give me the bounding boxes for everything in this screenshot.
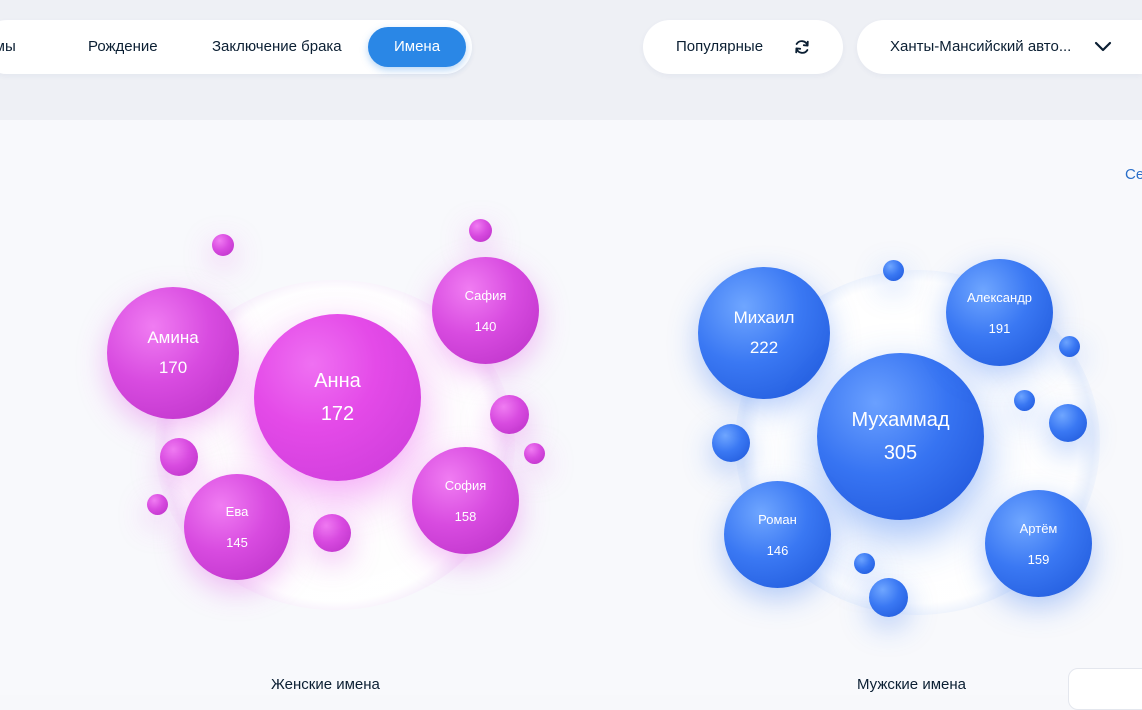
bubble-name: Мухаммад: [851, 408, 950, 431]
see-all-link[interactable]: Се: [1125, 166, 1142, 183]
bubble-count: 191: [988, 320, 1011, 336]
male-names-caption: Мужские имена: [857, 676, 966, 693]
bubble-name: Александр: [966, 289, 1033, 305]
bubble-count: 146: [766, 542, 789, 558]
decor-dot: [712, 424, 750, 462]
bubble-count: 140: [474, 318, 497, 334]
decor-dot: [147, 494, 168, 515]
corner-widget[interactable]: [1068, 668, 1142, 710]
bubble-name: София: [444, 477, 487, 493]
decor-dot: [212, 234, 234, 256]
tab-names[interactable]: Имена: [368, 27, 466, 67]
bubble-name: Анна: [314, 369, 361, 392]
bubble-count: 222: [749, 338, 779, 357]
region-select-value: Ханты-Мансийский авто...: [890, 38, 1072, 55]
decor-dot: [1059, 336, 1080, 357]
name-bubble-mikhail[interactable]: Михаил 222: [698, 267, 830, 399]
tab-marriage[interactable]: Заключение брака: [212, 38, 342, 55]
decor-dot: [1049, 404, 1087, 442]
name-bubble-amina[interactable]: Амина 170: [107, 287, 239, 419]
bubble-name: Амина: [147, 328, 199, 347]
region-select[interactable]: Ханты-Мансийский авто...: [857, 20, 1142, 74]
name-bubble-sofia[interactable]: София 158: [412, 447, 519, 554]
top-bar: Темы Рождение Заключение брака Имена Поп…: [0, 0, 1142, 120]
bubble-count: 159: [1027, 551, 1050, 567]
name-bubble-artem[interactable]: Артём 159: [985, 490, 1092, 597]
name-bubble-eva[interactable]: Ева 145: [184, 474, 290, 580]
bubble-name: Сафия: [464, 287, 507, 303]
decor-dot: [1014, 390, 1035, 411]
bubble-count: 172: [320, 402, 355, 425]
female-names-caption: Женские имена: [271, 676, 380, 693]
bubble-count: 305: [883, 441, 918, 464]
decor-dot: [490, 395, 529, 434]
refresh-icon: [793, 38, 811, 61]
sort-filter-button[interactable]: Популярные: [643, 20, 843, 74]
tab-topics[interactable]: Темы: [0, 38, 16, 55]
decor-dot: [469, 219, 492, 242]
decor-dot: [160, 438, 198, 476]
decor-dot: [869, 578, 908, 617]
category-tabs: Темы Рождение Заключение брака Имена: [0, 20, 472, 74]
name-bubble-mukhammad[interactable]: Мухаммад 305: [817, 353, 984, 520]
bubble-name: Артём: [1019, 520, 1058, 536]
bubble-name: Роман: [758, 511, 797, 527]
sort-filter-label: Популярные: [676, 38, 764, 55]
bubble-count: 158: [454, 508, 477, 524]
decor-dot: [883, 260, 904, 281]
decor-dot: [524, 443, 545, 464]
bubble-count: 170: [158, 358, 188, 377]
tab-birth[interactable]: Рождение: [88, 38, 158, 55]
name-bubble-safia[interactable]: Сафия 140: [432, 257, 539, 364]
bubble-name: Михаил: [733, 308, 795, 327]
chevron-down-icon: [1094, 39, 1112, 60]
bubble-name: Ева: [225, 504, 249, 519]
name-bubble-aleksandr[interactable]: Александр 191: [946, 259, 1053, 366]
decor-dot: [313, 514, 351, 552]
decor-dot: [854, 553, 875, 574]
name-bubble-roman[interactable]: Роман 146: [724, 481, 831, 588]
name-bubble-anna[interactable]: Анна 172: [254, 314, 421, 481]
bubble-count: 145: [226, 535, 248, 550]
